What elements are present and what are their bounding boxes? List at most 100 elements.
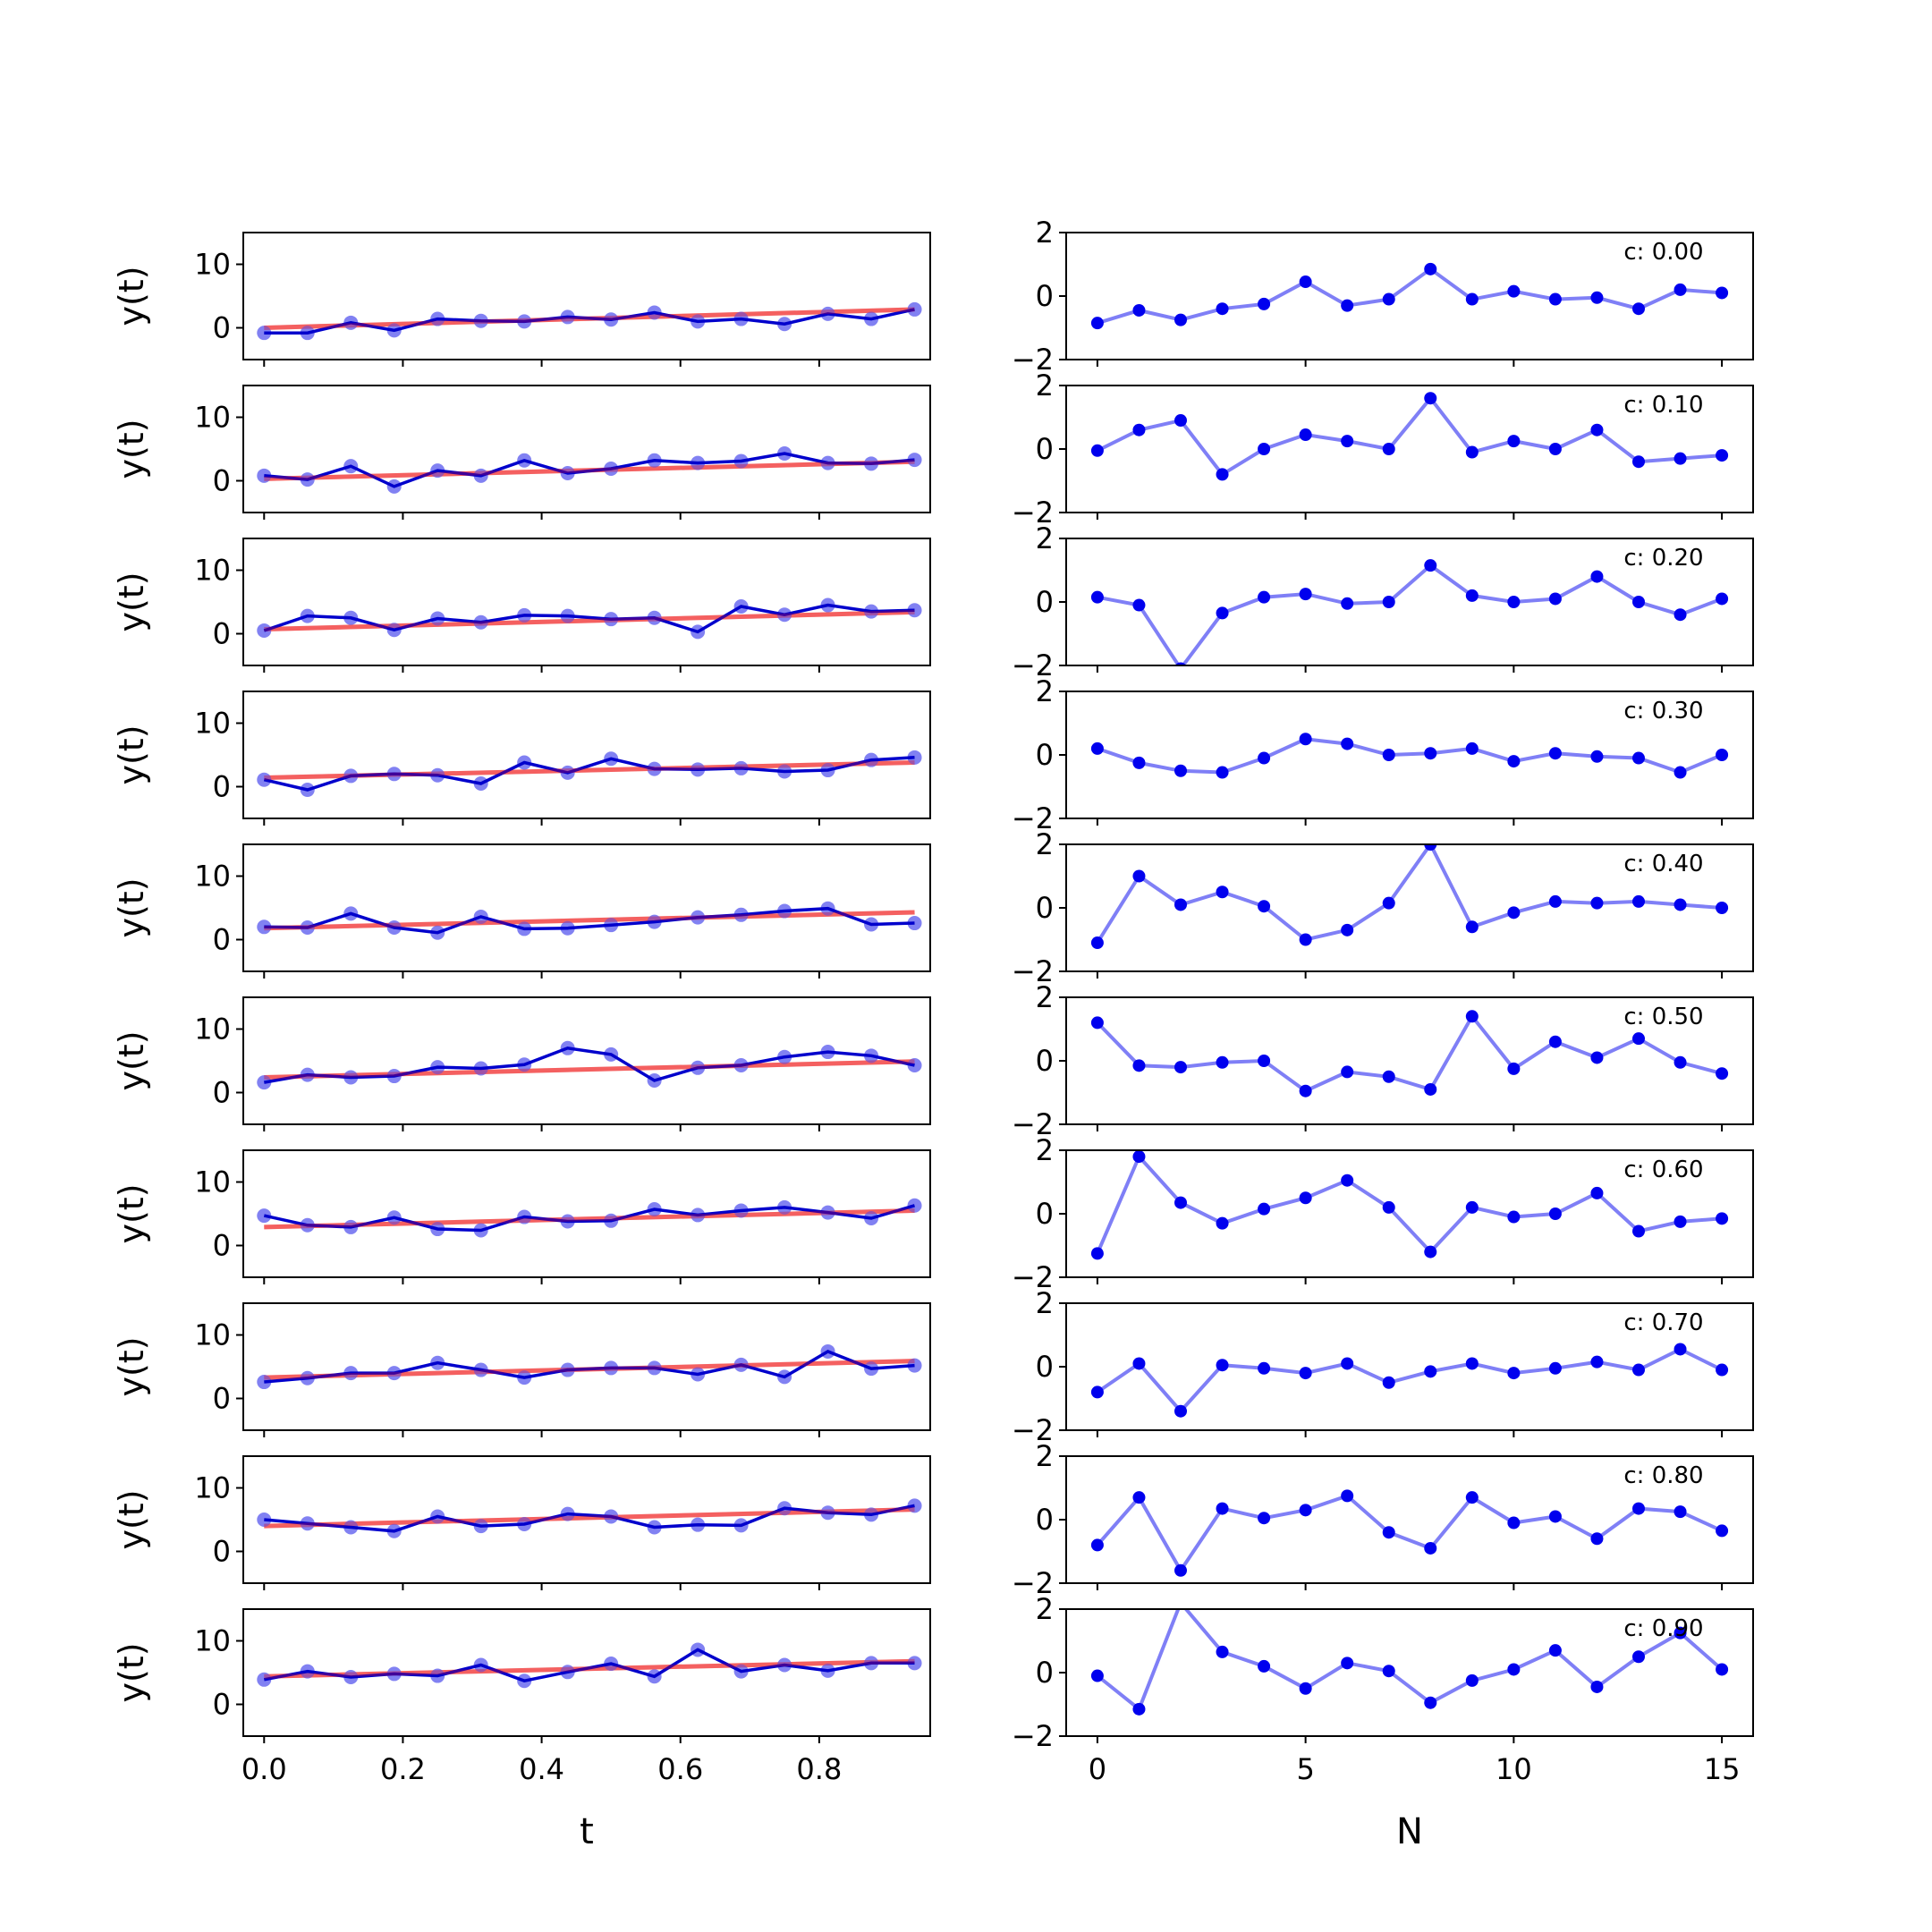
- axes-frame: [242, 1149, 931, 1278]
- y-tick-label: 10: [194, 248, 231, 282]
- data-point: [1424, 1541, 1437, 1555]
- fit-line: [264, 1507, 915, 1529]
- y-tick-label: 2: [1036, 1286, 1054, 1320]
- data-point: [1424, 1082, 1437, 1096]
- fit-line-overlay: [264, 910, 915, 931]
- data-point: [1465, 741, 1479, 755]
- series-line: [1097, 394, 1723, 478]
- y-tick-label: 0: [1036, 279, 1054, 313]
- y-tick-label: 2: [1036, 827, 1054, 861]
- data-point: [1382, 443, 1395, 455]
- data-point: [1507, 1210, 1521, 1224]
- data-point: [1299, 588, 1312, 601]
- data-point: [1465, 1357, 1479, 1370]
- subplot-left-9: 0 10 0.0 0.2 0.4 0.6 0.8 y(t) t: [112, 1608, 931, 1852]
- data-point: [1258, 1361, 1271, 1375]
- axes-frame: [242, 691, 931, 819]
- axes-frame: [242, 385, 931, 513]
- y-tick-label: −2: [1012, 1566, 1054, 1600]
- y-tick-label: 10: [194, 1013, 231, 1046]
- y-tick-label: 0: [213, 1688, 231, 1722]
- data-point: [1090, 590, 1104, 604]
- data-point: [1716, 449, 1729, 462]
- data-point: [1632, 1650, 1645, 1664]
- data-point: [1465, 920, 1479, 934]
- data-point: [1632, 1502, 1645, 1515]
- y-tick-label: 10: [194, 401, 231, 435]
- plot-area: [257, 1198, 922, 1238]
- y-tick-label: −2: [1012, 343, 1054, 377]
- y-tick-label: 10: [194, 554, 231, 588]
- series-line: [263, 1648, 915, 1683]
- x-tick-label: 0.8: [796, 1752, 842, 1786]
- y-tick-label: 0: [1036, 432, 1054, 466]
- annotation-label: c: 0.70: [1623, 1309, 1703, 1336]
- subplot-right-5: −2 0 2 c: 0.50: [1012, 980, 1754, 1141]
- fit-line-overlay: [264, 1208, 915, 1230]
- data-point: [1590, 1532, 1604, 1546]
- data-point: [1299, 428, 1312, 442]
- data-point: [1424, 1245, 1437, 1258]
- data-point: [1716, 592, 1729, 606]
- annotation-label: c: 0.20: [1623, 545, 1703, 572]
- plot-area: [257, 750, 922, 798]
- y-tick-label: −2: [1012, 1107, 1054, 1141]
- fit-line-overlay: [264, 1359, 915, 1380]
- axes-frame: [242, 538, 931, 666]
- fit-line-overlay: [264, 760, 915, 781]
- y-tick-label: 2: [1036, 674, 1054, 708]
- series-line: [264, 308, 915, 335]
- data-point: [1090, 1669, 1104, 1682]
- data-point: [1548, 592, 1562, 606]
- series-line: [1097, 267, 1723, 326]
- data-point: [1382, 1070, 1395, 1083]
- data-point: [1674, 608, 1687, 622]
- data-point: [1632, 455, 1645, 469]
- data-point: [1674, 452, 1687, 465]
- y-tick-label: 0: [1036, 585, 1054, 619]
- data-point: [1258, 297, 1271, 310]
- data-point: [1716, 1363, 1729, 1377]
- data-point: [907, 1198, 922, 1213]
- data-point: [1341, 1357, 1354, 1370]
- data-point: [1216, 1645, 1229, 1658]
- fit-line-overlay: [264, 459, 915, 481]
- annotation-label: c: 0.60: [1623, 1157, 1703, 1183]
- y-tick-label: 10: [194, 1165, 231, 1199]
- data-point: [1341, 597, 1354, 610]
- data-point: [1299, 1367, 1312, 1380]
- data-point: [1258, 590, 1271, 604]
- plot-area: [1090, 1010, 1729, 1097]
- subplot-left-2: 0 10 y(t): [112, 538, 931, 673]
- data-point: [1632, 596, 1645, 608]
- y-tick-label: 0: [1036, 1503, 1054, 1537]
- data-point: [1216, 766, 1229, 779]
- series-line: [1097, 737, 1723, 775]
- data-point: [1507, 906, 1521, 919]
- data-point: [1174, 1061, 1187, 1074]
- y-axis-label: y(t): [112, 419, 151, 479]
- data-point: [1716, 902, 1729, 914]
- data-point: [1258, 1512, 1271, 1525]
- subplot-right-1: −2 0 2 c: 0.10: [1012, 369, 1754, 530]
- data-point: [1716, 1067, 1729, 1080]
- series-line: [263, 1046, 915, 1084]
- data-point: [1090, 1538, 1104, 1552]
- data-point: [1382, 749, 1395, 761]
- series-line: [1096, 1347, 1723, 1414]
- x-tick-label: 5: [1296, 1752, 1314, 1786]
- data-point: [907, 453, 922, 468]
- data-point: [1132, 1150, 1146, 1164]
- data-point: [1590, 1680, 1604, 1693]
- data-point: [1548, 292, 1562, 306]
- data-point: [1299, 1084, 1312, 1097]
- data-point: [1590, 1355, 1604, 1368]
- data-point: [1258, 1202, 1271, 1216]
- y-tick-label: 0: [1036, 1656, 1054, 1690]
- data-point: [1590, 423, 1604, 436]
- data-point: [1465, 445, 1479, 459]
- fit-line: [264, 1208, 915, 1230]
- subplot-left-0: 0 10 y(t): [112, 232, 931, 367]
- data-point: [907, 301, 922, 317]
